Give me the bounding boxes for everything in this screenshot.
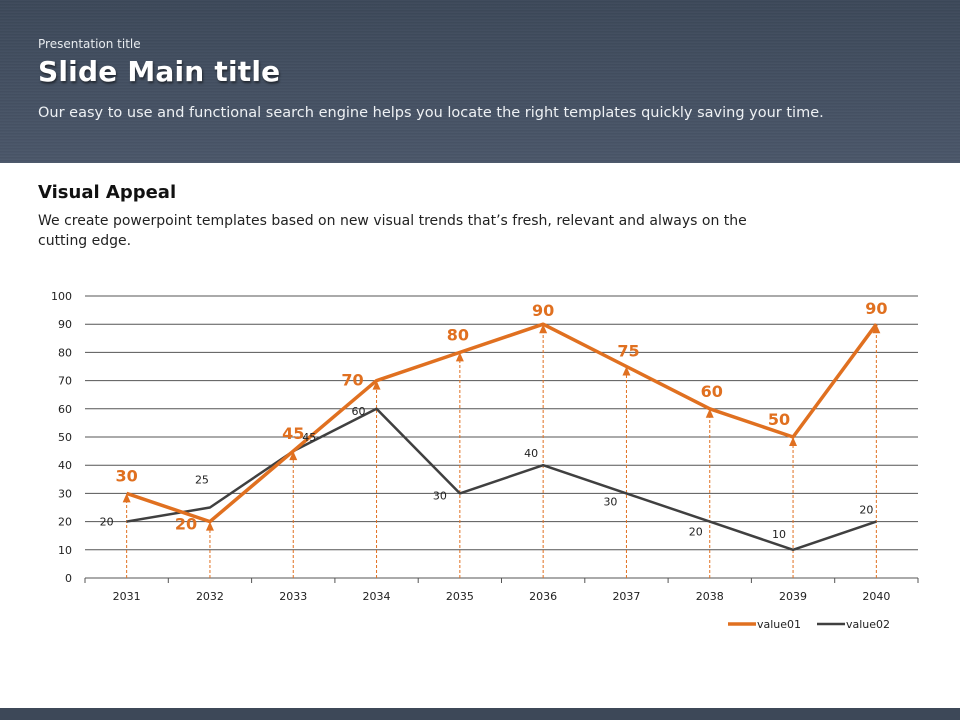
- value01-point-marker: [289, 451, 298, 461]
- y-tick-label: 90: [58, 318, 72, 331]
- y-tick-label: 100: [51, 290, 72, 303]
- slide-main-title: Slide Main title: [38, 55, 281, 88]
- value01-point-marker: [705, 408, 714, 418]
- value01-point-marker: [122, 493, 131, 503]
- value01-line: [126, 322, 878, 524]
- x-tick-label: 2034: [363, 590, 391, 603]
- y-tick-label: 70: [58, 375, 72, 388]
- y-tick-label: 50: [58, 431, 72, 444]
- x-tick-label: 2033: [279, 590, 307, 603]
- section-title: Visual Appeal: [38, 182, 177, 203]
- value01-point-marker: [205, 521, 214, 531]
- value02-data-label: 20: [689, 526, 703, 539]
- x-tick-label: 2032: [196, 590, 224, 603]
- value01-data-label: 60: [701, 382, 723, 401]
- value02-data-label: 20: [100, 516, 114, 529]
- presentation-title: Presentation title: [38, 37, 141, 51]
- y-tick-label: 10: [58, 544, 72, 557]
- value01-data-label: 50: [768, 410, 790, 429]
- y-tick-label: 0: [65, 572, 72, 585]
- value01-data-label: 90: [532, 301, 554, 320]
- x-tick-label: 2031: [113, 590, 141, 603]
- value02-data-label: 20: [859, 504, 873, 517]
- legend-label-value02: value02: [846, 618, 890, 631]
- x-tick-label: 2038: [696, 590, 724, 603]
- value02-data-label: 25: [195, 474, 209, 487]
- value01-point-marker: [372, 380, 381, 390]
- value01-data-label: 90: [865, 299, 887, 318]
- value02-data-label: 40: [524, 447, 538, 460]
- section-body: We create powerpoint templates based on …: [38, 213, 747, 249]
- value01-data-label: 70: [341, 371, 363, 390]
- value01-point-marker: [789, 437, 798, 446]
- value02-line: [126, 407, 877, 552]
- value01-data-label: 30: [116, 466, 138, 485]
- value02-data-label: 30: [603, 495, 617, 508]
- value02-data-label: 45: [302, 431, 316, 444]
- header-banner: Presentation title Slide Main title Our …: [0, 0, 960, 163]
- value02-data-label: 30: [433, 489, 447, 502]
- value01-data-label: 75: [617, 342, 639, 361]
- value01-point-marker: [872, 324, 881, 334]
- y-tick-label: 40: [58, 459, 72, 472]
- legend-label-value01: value01: [757, 618, 801, 631]
- y-tick-label: 80: [58, 346, 72, 359]
- x-tick-label: 2037: [612, 590, 640, 603]
- value02-data-label: 60: [352, 405, 366, 418]
- value01-data-label: 20: [175, 515, 197, 534]
- y-tick-label: 30: [58, 487, 72, 500]
- value01-data-label: 80: [447, 325, 469, 344]
- line-chart: 0 10 20 30 40 50 60 70 80 90 100 2031 2032 2033 2034 20…: [51, 290, 919, 631]
- value01-point-marker: [455, 352, 464, 362]
- x-tick-label: 2039: [779, 590, 807, 603]
- x-tick-label: 2036: [529, 590, 557, 603]
- y-tick-label: 60: [58, 403, 72, 416]
- x-tick-label: 2035: [446, 590, 474, 603]
- value01-data-label: 45: [282, 424, 304, 443]
- value02-data-label: 10: [772, 528, 786, 541]
- x-tick-label: 2040: [862, 590, 890, 603]
- y-tick-label: 20: [58, 516, 72, 529]
- value01-point-marker: [622, 366, 631, 376]
- value01-point-marker: [539, 324, 548, 334]
- footer-bar: [0, 708, 960, 720]
- slide-subtitle: Our easy to use and functional search en…: [38, 105, 824, 121]
